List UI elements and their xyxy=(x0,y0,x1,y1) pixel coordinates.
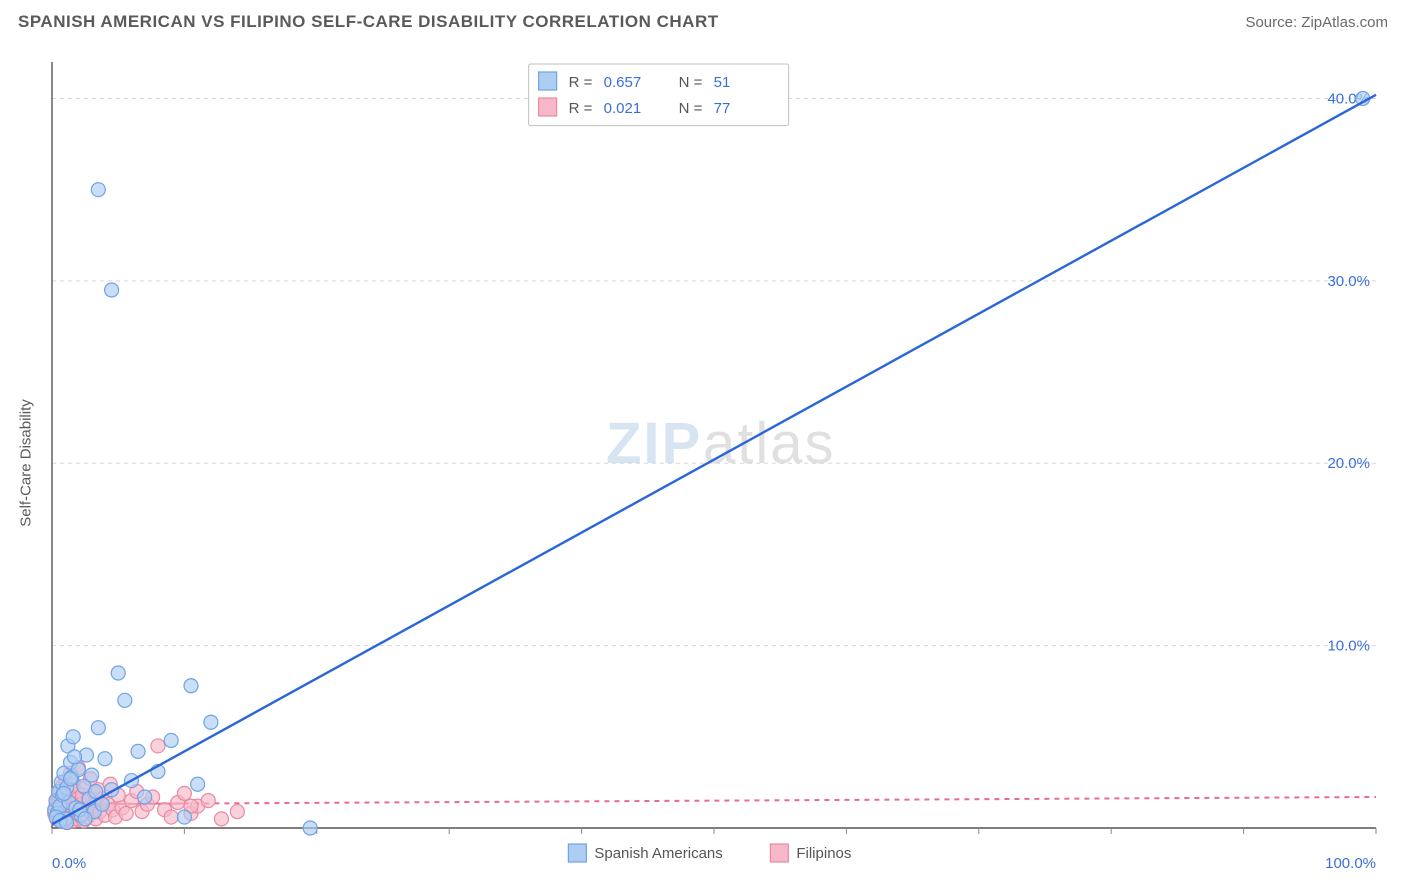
x-tick-label: 0.0% xyxy=(52,855,86,872)
stat-text: 0.021 xyxy=(604,100,642,117)
y-tick-label: 10.0% xyxy=(1327,638,1370,655)
svg-text:atlas: atlas xyxy=(703,411,836,476)
stat-text: 77 xyxy=(714,100,731,117)
y-axis-label: Self-Care Disability xyxy=(17,399,34,527)
stat-text: 51 xyxy=(714,74,731,91)
stat-text: N = xyxy=(679,74,703,91)
plot-area: Self-Care Disability 10.0%20.0%30.0%40.0… xyxy=(10,44,1396,882)
legend-label: Spanish Americans xyxy=(594,845,722,862)
chart-header: SPANISH AMERICAN VS FILIPINO SELF-CARE D… xyxy=(0,0,1406,44)
correlation-chart: 10.0%20.0%30.0%40.0%ZIPatlas0.0%100.0%R … xyxy=(10,44,1396,882)
stat-text: R = xyxy=(569,74,593,91)
stat-text: R = xyxy=(569,100,593,117)
legend-label: Filipinos xyxy=(796,845,851,862)
x-tick-label: 100.0% xyxy=(1325,855,1376,872)
chart-title: SPANISH AMERICAN VS FILIPINO SELF-CARE D… xyxy=(18,12,719,32)
y-tick-label: 20.0% xyxy=(1327,455,1370,472)
svg-text:ZIP: ZIP xyxy=(606,411,702,476)
stat-text: 0.657 xyxy=(604,74,642,91)
stat-text: N = xyxy=(679,100,703,117)
source-label: Source: ZipAtlas.com xyxy=(1245,14,1388,31)
y-tick-label: 30.0% xyxy=(1327,273,1370,290)
